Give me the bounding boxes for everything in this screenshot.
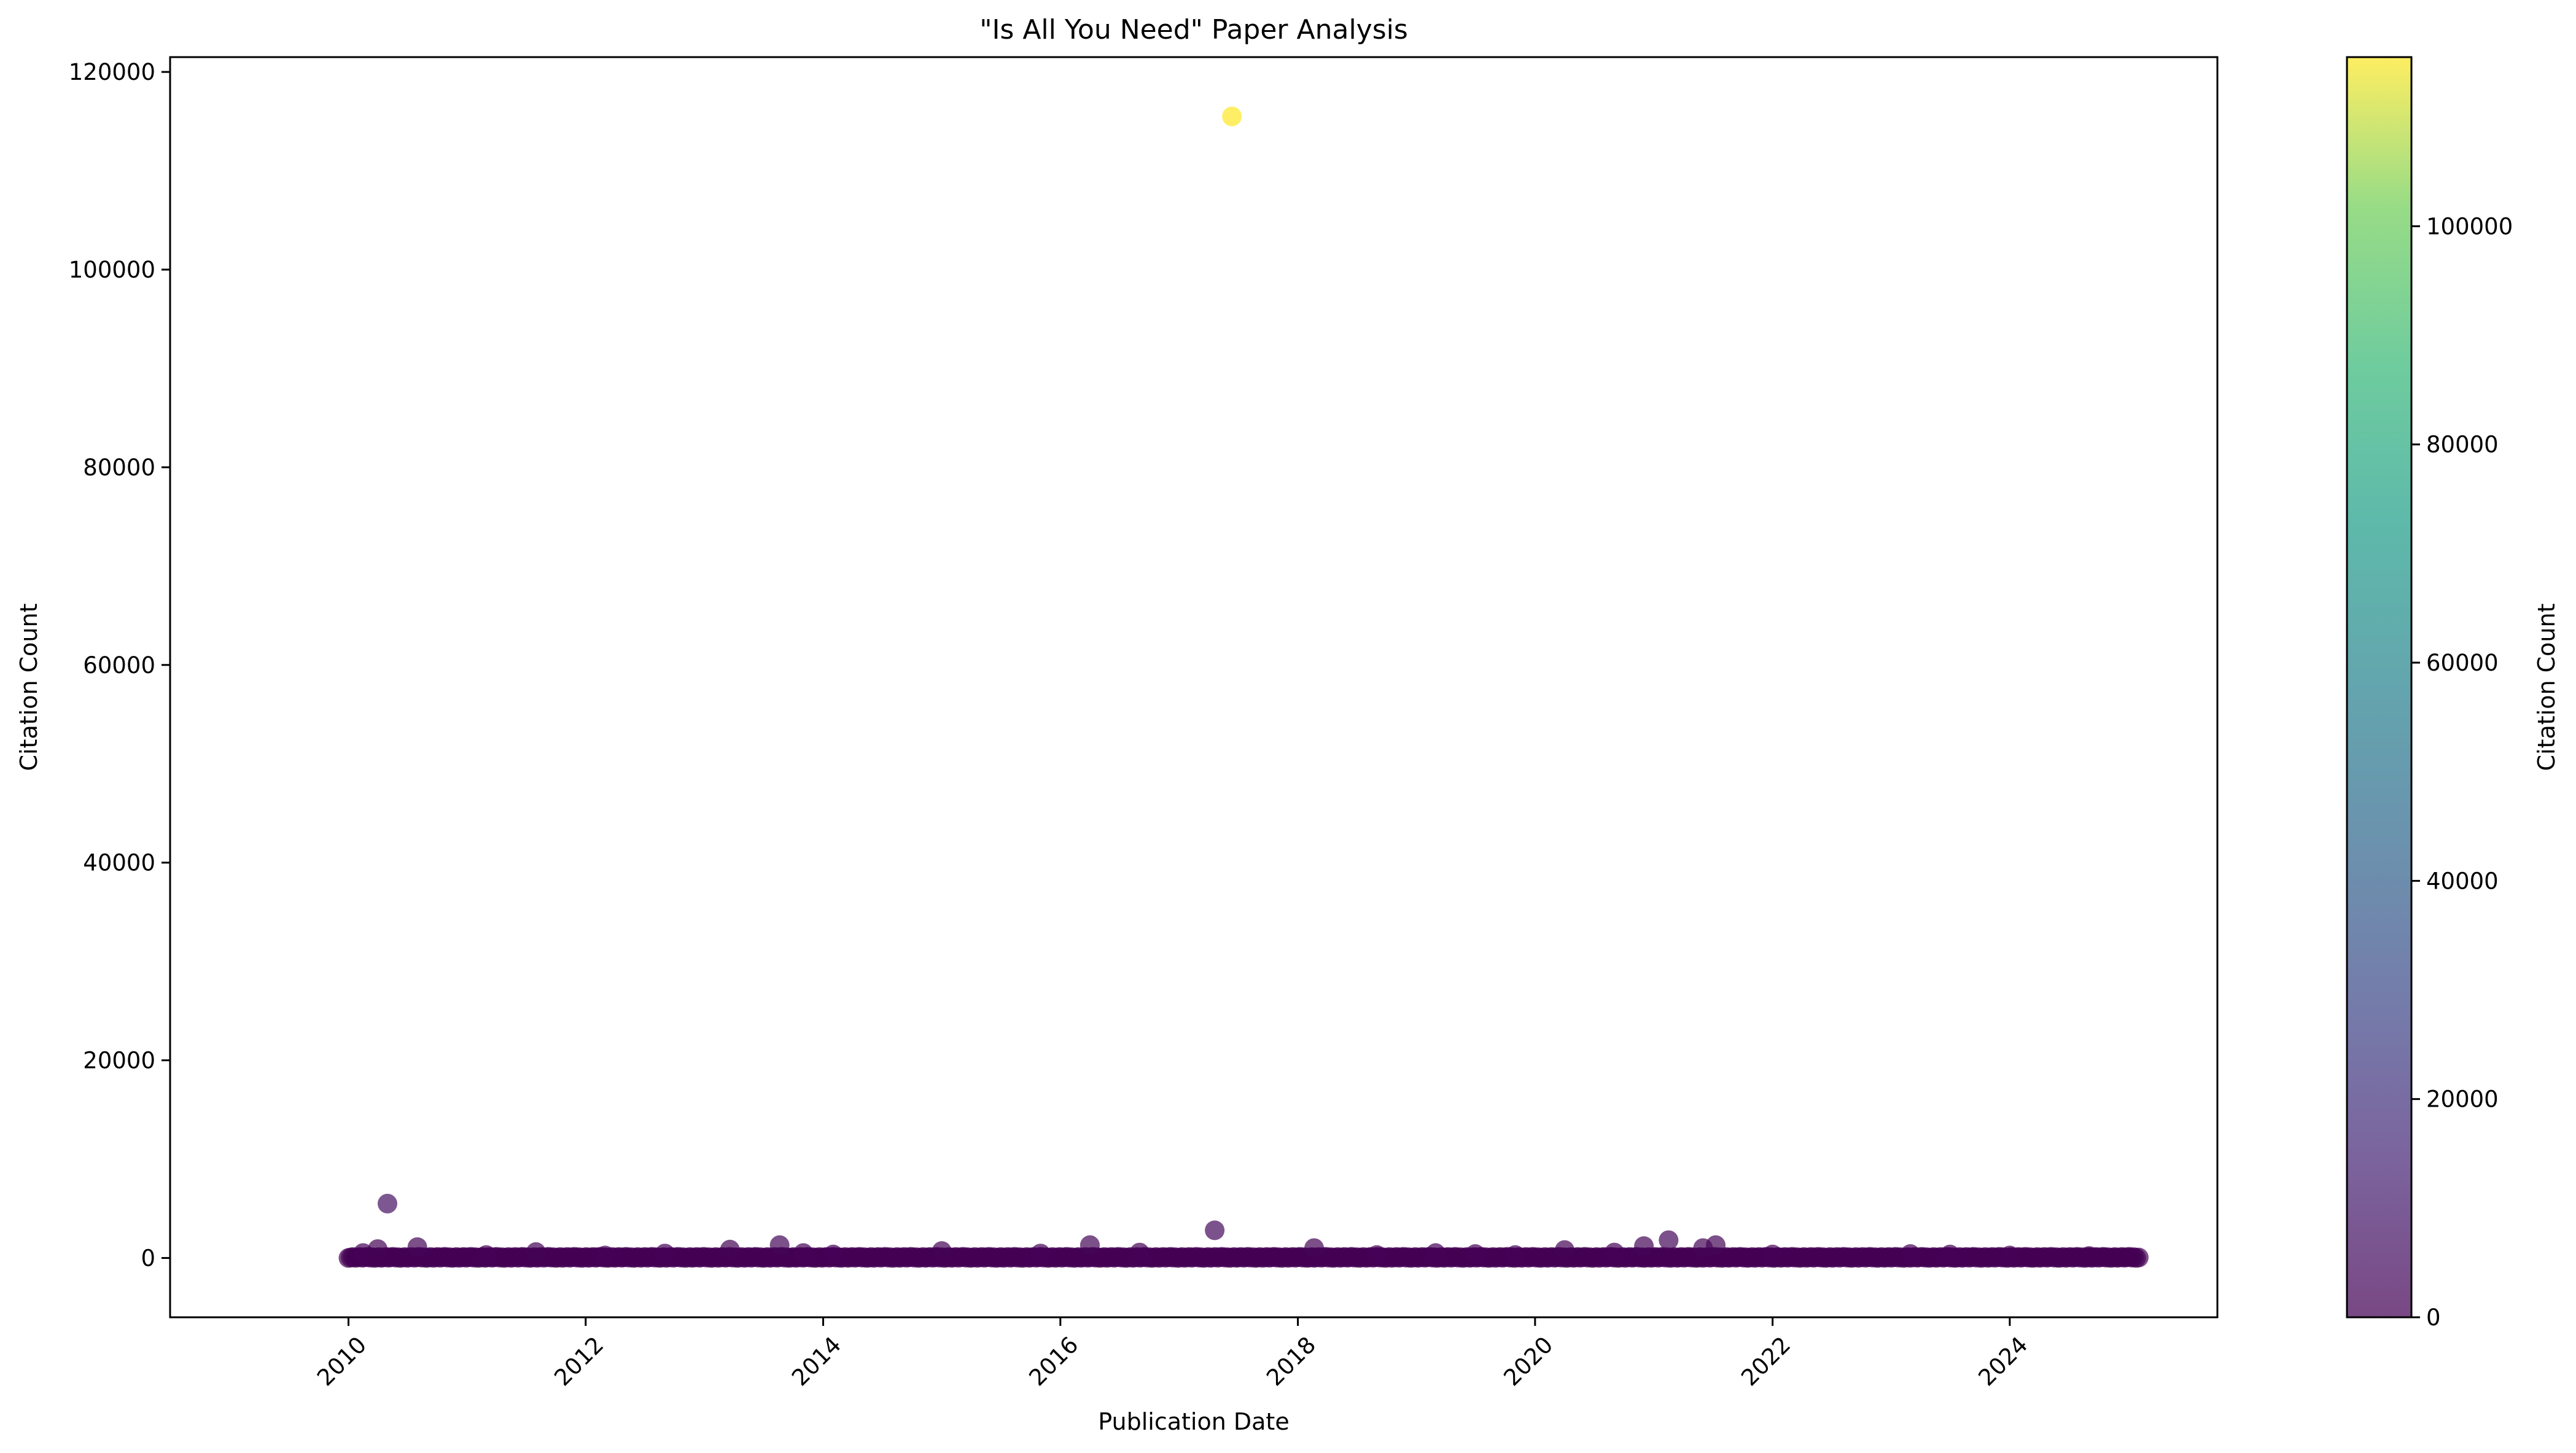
- data-point: [1465, 1244, 1485, 1264]
- y-tick-label: 20000: [83, 1048, 155, 1074]
- data-point: [1505, 1245, 1525, 1265]
- x-tick-label: 2024: [1973, 1331, 2033, 1391]
- data-point: [1940, 1244, 1960, 1264]
- data-point: [353, 1243, 373, 1263]
- data-point: [932, 1241, 952, 1261]
- data-point: [793, 1243, 814, 1263]
- data-point: [1129, 1242, 1150, 1263]
- colorbar-tick-label: 20000: [2426, 1086, 2499, 1113]
- x-tick-label: 2016: [1024, 1331, 1083, 1391]
- x-tick-label: 2018: [1261, 1331, 1321, 1391]
- colorbar-tick-label: 80000: [2426, 432, 2499, 458]
- colorbar-frame: [2346, 56, 2413, 1319]
- x-tick-label: 2014: [787, 1331, 846, 1391]
- data-point: [769, 1235, 790, 1255]
- data-point: [2128, 1247, 2149, 1268]
- data-point: [655, 1244, 675, 1264]
- data-point: [1900, 1244, 1920, 1264]
- x-axis-ticks: 2010 2012 2014 2016 2018 2020 2022 2024: [312, 1317, 2033, 1391]
- data-point: [1693, 1238, 1713, 1258]
- data-point: [1604, 1242, 1624, 1263]
- x-tick-label: 2020: [1498, 1331, 1558, 1391]
- data-point: [595, 1245, 615, 1266]
- data-point: [720, 1239, 740, 1260]
- plot-area-frame: [169, 56, 2219, 1319]
- data-point: [1030, 1244, 1051, 1264]
- y-axis-label: Citation Count: [15, 604, 42, 771]
- colorbar-label: Citation Count: [2533, 604, 2560, 771]
- x-axis-label: Publication Date: [1098, 1408, 1289, 1435]
- chart-title: "Is All You Need" Paper Analysis: [979, 14, 1408, 45]
- data-point: [1080, 1235, 1100, 1255]
- data-point: [1367, 1245, 1387, 1265]
- data-point: [1762, 1244, 1783, 1264]
- y-tick-label: 100000: [69, 257, 155, 283]
- data-point: [1222, 106, 1242, 127]
- data-point: [1304, 1238, 1325, 1258]
- data-point: [1554, 1240, 1574, 1260]
- y-tick-label: 80000: [83, 454, 155, 481]
- data-point: [526, 1242, 546, 1262]
- data-point: [823, 1244, 843, 1264]
- data-point: [1205, 1220, 1225, 1241]
- colorbar-tick-label: 40000: [2426, 868, 2499, 894]
- x-tick-label: 2010: [312, 1331, 372, 1391]
- colorbar-tick-label: 60000: [2426, 650, 2499, 676]
- colorbar-ticks: 0 20000 40000 60000 80000 100000: [2411, 213, 2513, 1331]
- data-point: [377, 1193, 397, 1213]
- x-tick-label: 2012: [549, 1331, 609, 1391]
- points-layer: [338, 106, 2149, 1268]
- data-point: [2079, 1246, 2099, 1266]
- data-point: [476, 1245, 496, 1265]
- colorbar-tick-label: 0: [2426, 1304, 2441, 1331]
- data-point: [1634, 1236, 1654, 1256]
- x-tick-label: 2022: [1736, 1331, 1796, 1391]
- colorbar: [2347, 57, 2411, 1317]
- data-point: [1425, 1243, 1446, 1263]
- y-tick-label: 0: [141, 1245, 155, 1271]
- y-tick-label: 60000: [83, 652, 155, 679]
- colorbar-tick-label: 100000: [2426, 213, 2513, 240]
- y-tick-label: 40000: [83, 850, 155, 876]
- data-point: [1659, 1230, 1679, 1250]
- data-point: [1999, 1245, 2020, 1266]
- data-point: [407, 1237, 427, 1257]
- y-tick-label: 120000: [69, 59, 155, 85]
- y-axis-ticks: 0 20000 40000 60000 80000 100000 120000: [69, 59, 170, 1271]
